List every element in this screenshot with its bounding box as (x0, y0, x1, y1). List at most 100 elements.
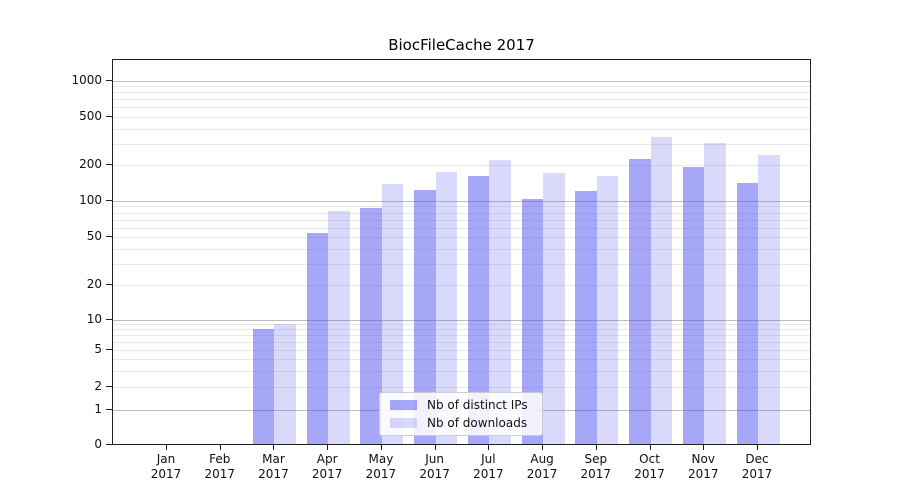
legend-label-downloads: Nb of downloads (427, 416, 528, 430)
bar-downloads-jun (435, 171, 458, 444)
y-tick-label: 500 (79, 109, 102, 123)
gridline-minor (113, 329, 810, 331)
y-tick-label: 5 (94, 342, 102, 356)
x-tick-mark (219, 445, 221, 450)
bar-distinct-ips-nov (682, 166, 705, 444)
gridline-minor (113, 117, 810, 118)
x-tick-mark (649, 445, 651, 450)
gridline-minor (113, 212, 810, 214)
x-tick-mark (380, 445, 382, 450)
y-tick-label: 10 (86, 311, 102, 326)
bar-distinct-ips-may (360, 207, 382, 444)
legend: Nb of distinct IPs Nb of downloads (379, 392, 543, 436)
legend-swatch-distinct-ips (390, 400, 417, 410)
gridline-minor (113, 387, 810, 388)
bar-downloads-jul (489, 160, 511, 444)
y-tick-label: 20 (86, 277, 102, 291)
plot-area (112, 59, 811, 445)
x-tick-label: Jul 2017 (473, 452, 504, 481)
bar-downloads-sep (596, 175, 619, 444)
gridline-minor (113, 227, 810, 229)
x-tick-label: Dec 2017 (741, 452, 773, 481)
y-tick-mark (106, 284, 112, 285)
bar-distinct-ips-oct (629, 159, 651, 444)
y-tick-label: 1000 (71, 72, 102, 87)
x-tick-mark (434, 445, 436, 450)
bar-distinct-ips-sep (575, 191, 597, 444)
x-tick-label: Mar 2017 (258, 452, 289, 481)
gridline-minor (113, 99, 810, 101)
gridline-minor (113, 219, 810, 221)
x-tick-mark (273, 445, 275, 450)
y-tick-mark (106, 236, 112, 237)
x-tick-mark (542, 445, 544, 450)
x-tick-label: Jan 2017 (150, 452, 182, 481)
y-tick-label: 0 (94, 437, 102, 451)
bar-distinct-ips-mar (252, 329, 275, 444)
y-tick-mark (106, 444, 112, 445)
x-tick-mark (757, 445, 758, 450)
x-tick-mark (166, 445, 167, 450)
x-tick-label: Oct 2017 (634, 452, 665, 481)
bar-downloads-aug (543, 172, 565, 444)
gridline-minor (113, 107, 810, 109)
gridline-minor (113, 324, 810, 326)
y-tick-mark (106, 79, 112, 81)
legend-entry-downloads: Nb of downloads (386, 416, 536, 430)
bar-distinct-ips-aug (521, 199, 544, 444)
gridline-minor (113, 370, 810, 372)
bar-distinct-ips-jul (467, 175, 490, 444)
y-tick-mark (106, 386, 112, 387)
gridline-minor (113, 263, 810, 265)
gridline-minor (113, 359, 810, 360)
bar-downloads-may (381, 183, 404, 444)
x-tick-label: Aug 2017 (526, 452, 558, 481)
y-tick-mark (106, 408, 112, 410)
bar-downloads-dec (758, 155, 780, 444)
gridline-minor (113, 206, 810, 208)
y-tick-label: 100 (79, 193, 102, 207)
bar-distinct-ips-dec (736, 183, 758, 444)
gridline-minor (113, 128, 810, 130)
bar-distinct-ips-apr (306, 233, 329, 444)
x-tick-label: Sep 2017 (580, 452, 612, 481)
y-tick-label: 50 (86, 229, 102, 243)
x-tick-label: Apr 2017 (311, 452, 343, 481)
legend-label-distinct-ips: Nb of distinct IPs (427, 398, 528, 412)
gridline-major (113, 201, 810, 202)
bar-downloads-apr (328, 210, 350, 444)
y-tick-mark (106, 116, 112, 117)
x-tick-label: Feb 2017 (204, 452, 235, 481)
gridline-minor (113, 350, 810, 351)
y-tick-mark (106, 164, 112, 165)
gridline-minor (113, 341, 810, 343)
bar-downloads-mar (274, 324, 296, 444)
y-tick-mark (106, 349, 112, 350)
x-tick-mark (327, 445, 329, 450)
bar-downloads-nov (704, 143, 726, 444)
gridline-minor (113, 285, 810, 286)
bar-distinct-ips-jun (414, 189, 436, 444)
gridline-minor (113, 335, 810, 337)
y-tick-label: 2 (94, 379, 102, 393)
gridline-minor (113, 143, 810, 145)
legend-entry-distinct-ips: Nb of distinct IPs (386, 398, 536, 412)
bar-downloads-oct (650, 137, 673, 444)
gridline-minor (113, 248, 810, 250)
y-tick-label: 1 (94, 401, 102, 416)
y-tick-label: 200 (79, 157, 102, 171)
gridline-minor (113, 165, 810, 166)
gridline-major (113, 319, 810, 321)
legend-swatch-downloads (390, 418, 417, 428)
gridline-major (113, 80, 810, 82)
x-tick-mark (703, 445, 705, 450)
x-tick-label: May 2017 (365, 452, 397, 481)
x-tick-label: Jun 2017 (419, 452, 450, 481)
gridline-minor (113, 237, 810, 238)
y-tick-mark (106, 318, 112, 320)
x-tick-label: Nov 2017 (687, 452, 719, 481)
gridline-minor (113, 86, 810, 88)
chart-title: BiocFileCache 2017 (388, 36, 535, 54)
x-tick-mark (488, 445, 490, 450)
